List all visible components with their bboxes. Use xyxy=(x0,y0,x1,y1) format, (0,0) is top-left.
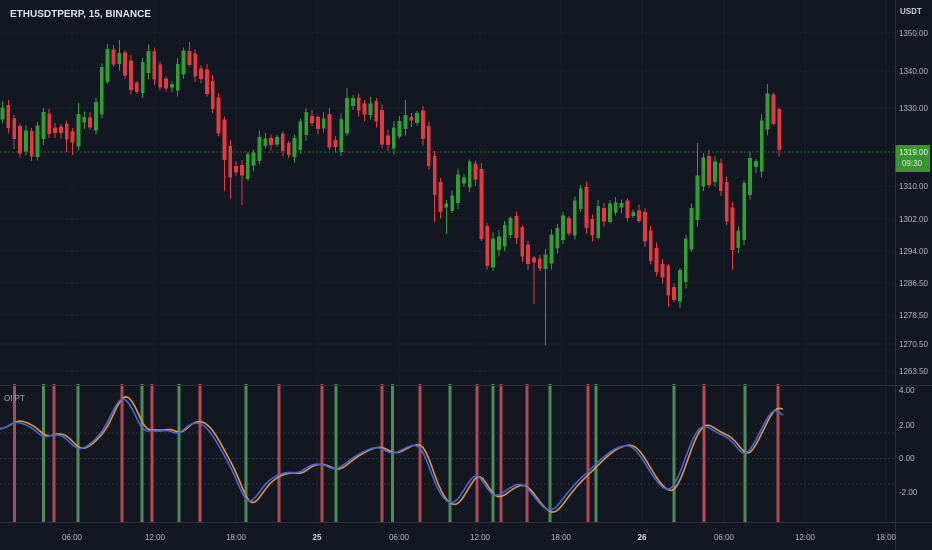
svg-text:1310.00: 1310.00 xyxy=(899,182,928,191)
svg-text:1263.50: 1263.50 xyxy=(899,367,928,376)
svg-text:1350.00: 1350.00 xyxy=(899,29,928,38)
svg-text:12:00: 12:00 xyxy=(795,533,816,542)
svg-text:1302.00: 1302.00 xyxy=(899,215,928,224)
svg-text:09:30: 09:30 xyxy=(902,159,923,168)
svg-text:1319.00: 1319.00 xyxy=(899,148,928,157)
svg-text:OI PT: OI PT xyxy=(4,394,25,403)
svg-text:26: 26 xyxy=(638,533,647,542)
svg-text:18:00: 18:00 xyxy=(876,533,897,542)
svg-text:25: 25 xyxy=(313,533,322,542)
svg-text:1330.00: 1330.00 xyxy=(899,104,928,113)
svg-text:1340.00: 1340.00 xyxy=(899,67,928,76)
svg-text:4.00: 4.00 xyxy=(899,386,915,395)
svg-text:1270.50: 1270.50 xyxy=(899,340,928,349)
svg-text:06:00: 06:00 xyxy=(714,533,735,542)
svg-text:12:00: 12:00 xyxy=(145,533,166,542)
svg-text:0.00: 0.00 xyxy=(899,454,915,463)
svg-text:2.00: 2.00 xyxy=(899,421,915,430)
svg-text:USDT: USDT xyxy=(900,7,922,16)
svg-text:ETHUSDTPERP, 15, BINANCE: ETHUSDTPERP, 15, BINANCE xyxy=(10,9,151,20)
svg-text:12:00: 12:00 xyxy=(470,533,491,542)
svg-text:1278.50: 1278.50 xyxy=(899,311,928,320)
svg-text:-2.00: -2.00 xyxy=(899,488,918,497)
svg-text:18:00: 18:00 xyxy=(226,533,247,542)
svg-text:1286.50: 1286.50 xyxy=(899,279,928,288)
svg-text:18:00: 18:00 xyxy=(551,533,572,542)
svg-text:06:00: 06:00 xyxy=(389,533,410,542)
svg-text:06:00: 06:00 xyxy=(62,533,83,542)
svg-text:1294.00: 1294.00 xyxy=(899,247,928,256)
